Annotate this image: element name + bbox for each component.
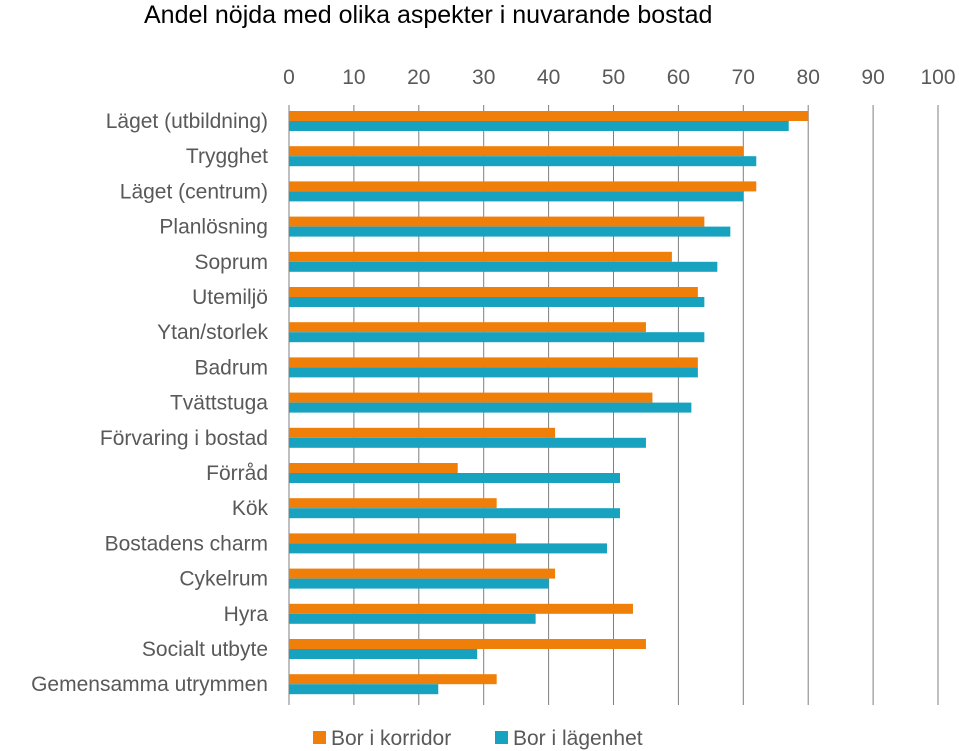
legend-label: Bor i lägenhet [513,727,643,750]
bar-korridor [289,357,698,368]
bar-lagenhet [289,613,536,624]
x-tick-label: 20 [407,66,430,89]
category-label: Läget (centrum) [120,180,268,203]
bar-korridor [289,603,633,614]
bar-korridor [289,392,653,403]
category-label: Ytan/storlek [157,321,268,344]
bar-lagenhet [289,332,705,343]
bar-korridor [289,111,809,121]
bar-korridor [289,674,497,685]
category-label: Planlösning [159,216,268,239]
bar-lagenhet [289,402,692,413]
bar-korridor [289,251,672,262]
legend-swatch [495,731,508,744]
category-label: Gemensamma utrymmen [31,673,268,696]
x-tick-label: 30 [472,66,495,89]
bar-lagenhet [289,543,608,554]
legend-label: Bor i korridor [331,727,451,750]
x-tick-label: 100 [920,66,955,89]
bar-korridor [289,181,757,192]
x-tick-label: 50 [602,66,625,89]
bar-korridor [289,322,646,333]
x-tick-label: 80 [797,66,820,89]
chart-title: Andel nöjda med olika aspekter i nuvaran… [144,1,713,29]
category-label: Förråd [206,462,268,485]
bar-lagenhet [289,578,549,589]
category-label: Badrum [194,356,268,379]
bar-lagenhet [289,473,620,483]
x-tick-label: 70 [732,66,755,89]
bar-korridor [289,639,646,649]
bar-lagenhet [289,121,789,131]
bar-korridor [289,427,556,438]
category-label: Kök [232,497,269,520]
bar-korridor [289,287,698,297]
x-tick-label: 60 [667,66,690,89]
bar-korridor [289,568,556,579]
category-label: Socialt utbyte [142,638,268,661]
category-label: Cykelrum [179,568,268,591]
bar-korridor [289,463,458,473]
bar-korridor [289,533,517,544]
x-tick-label: 40 [537,66,560,89]
bar-lagenhet [289,156,757,167]
category-label: Läget (utbildning) [106,110,268,133]
bar-korridor [289,216,705,227]
bar-korridor [289,498,497,509]
bar-lagenhet [289,437,646,448]
category-label: Soprum [194,251,268,274]
category-label: Förvaring i bostad [100,427,268,450]
bar-lagenhet [289,684,439,695]
category-label: Bostadens charm [105,532,268,555]
category-label: Tvättstuga [170,392,268,415]
bar-lagenhet [289,508,620,519]
category-label: Hyra [224,603,269,626]
bar-korridor [289,146,744,157]
category-label: Trygghet [186,145,268,168]
x-tick-label: 0 [283,66,295,89]
x-tick-label: 90 [861,66,884,89]
legend-swatch [313,731,326,744]
bar-lagenhet [289,261,718,272]
bar-lagenhet [289,226,731,237]
bar-lagenhet [289,297,705,307]
bar-lagenhet [289,191,744,202]
category-label: Utemiljö [192,286,268,309]
bar-lagenhet [289,367,698,378]
x-tick-label: 10 [342,66,365,89]
bar-lagenhet [289,649,478,659]
